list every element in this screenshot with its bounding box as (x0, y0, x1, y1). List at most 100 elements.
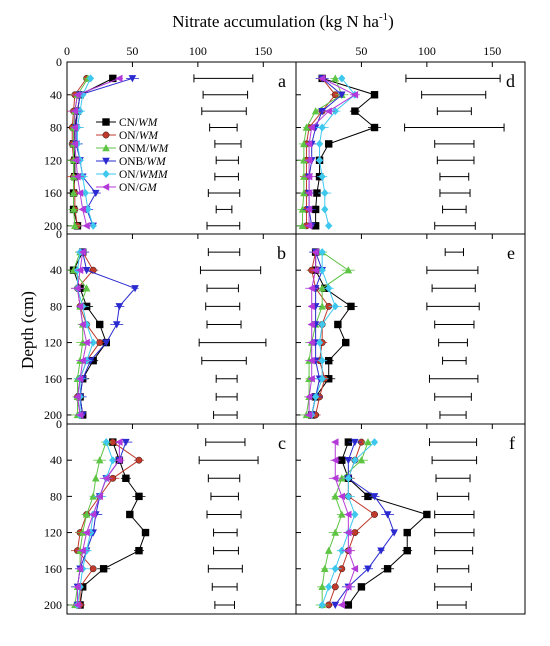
legend-marker (102, 118, 110, 126)
data-point (122, 474, 130, 482)
data-point (383, 511, 392, 519)
legend-label-emph: GM (139, 182, 158, 194)
data-point (347, 302, 355, 311)
y-tick-label: 80 (50, 299, 62, 313)
data-point (298, 221, 307, 230)
data-point (305, 140, 313, 148)
legend-label-prefix: ON/ (119, 182, 140, 194)
series-line (319, 78, 356, 226)
data-point (324, 546, 333, 554)
data-point (82, 528, 90, 537)
data-point (344, 546, 352, 555)
data-point (89, 221, 97, 230)
legend-label-prefix: ONB/ (119, 156, 147, 168)
data-point (370, 123, 379, 132)
data-point (307, 374, 315, 383)
y-tick-label: 160 (44, 562, 62, 576)
panel-label: b (277, 243, 286, 263)
panel-f: f (295, 423, 526, 615)
x-tick-label: 0 (64, 44, 70, 58)
x-tick-label: 150 (254, 44, 272, 58)
series-line (315, 77, 376, 226)
data-point (69, 189, 78, 197)
panel-c: 0 40 80 120 160 200 c (44, 417, 297, 615)
data-point (83, 320, 91, 329)
y-tick-label: 0 (56, 227, 62, 241)
legend-label-emph: WM (139, 130, 160, 142)
data-point (318, 74, 326, 83)
data-point (312, 392, 320, 401)
series-line (305, 251, 350, 416)
data-point (78, 248, 86, 256)
data-point (305, 189, 313, 197)
data-point (320, 564, 329, 572)
data-point (325, 582, 333, 591)
data-point (344, 474, 352, 483)
data-point (325, 284, 333, 293)
legend-label: ONM/WM (119, 143, 170, 155)
data-point (95, 492, 103, 501)
data-point (338, 74, 346, 83)
data-point (69, 205, 78, 213)
data-point (350, 564, 359, 573)
data-point (73, 284, 81, 293)
y-tick-label: 80 (50, 489, 62, 503)
legend-marker (102, 183, 110, 191)
data-point (318, 374, 326, 383)
series-line (334, 441, 395, 606)
x-tick-label: 100 (418, 44, 436, 58)
data-point (331, 601, 340, 609)
data-point (321, 189, 329, 198)
data-point (321, 205, 329, 214)
data-point (82, 510, 91, 518)
data-point (371, 511, 378, 518)
panel-frame (295, 61, 526, 235)
data-point (318, 582, 326, 591)
series-line (308, 252, 317, 415)
data-point (403, 546, 411, 555)
data-point (300, 189, 308, 197)
x-tick-label: 150 (483, 44, 501, 58)
data-point (135, 492, 143, 501)
series-line (311, 251, 323, 416)
data-point (82, 338, 90, 347)
panel-label: d (506, 71, 515, 91)
x-axis-title-sup: -1 (379, 11, 388, 23)
data-point (351, 438, 359, 447)
data-point (351, 107, 359, 115)
data-point (86, 74, 95, 83)
data-point (73, 172, 81, 181)
data-point (338, 546, 346, 555)
data-point (318, 600, 326, 609)
data-point (71, 221, 79, 230)
series-line (321, 441, 375, 606)
data-point (115, 74, 123, 83)
data-point (76, 374, 84, 383)
data-point (115, 438, 123, 446)
series-line (74, 77, 120, 226)
data-point (344, 492, 352, 501)
data-point (331, 583, 339, 591)
data-point (390, 529, 398, 537)
panel-label: f (509, 433, 515, 453)
data-point (337, 492, 345, 501)
data-point (69, 172, 78, 180)
x-axis-title: Nitrate accumulation (kg N ha-1) (172, 11, 394, 31)
y-axis-title: Depth (cm) (18, 291, 37, 369)
data-point (383, 565, 392, 573)
series-line (76, 442, 120, 605)
data-point (128, 75, 137, 83)
series-line (76, 252, 88, 416)
data-point (95, 456, 104, 464)
data-point (82, 266, 91, 275)
y-tick-label: 40 (50, 88, 62, 102)
data-point (76, 189, 84, 197)
y-tick-label: 160 (44, 372, 62, 386)
legend-marker (102, 157, 110, 165)
data-point (305, 222, 313, 230)
data-point (99, 565, 108, 573)
data-point (307, 123, 315, 132)
data-point (338, 474, 346, 482)
legend-label-emph: WM (138, 117, 159, 129)
